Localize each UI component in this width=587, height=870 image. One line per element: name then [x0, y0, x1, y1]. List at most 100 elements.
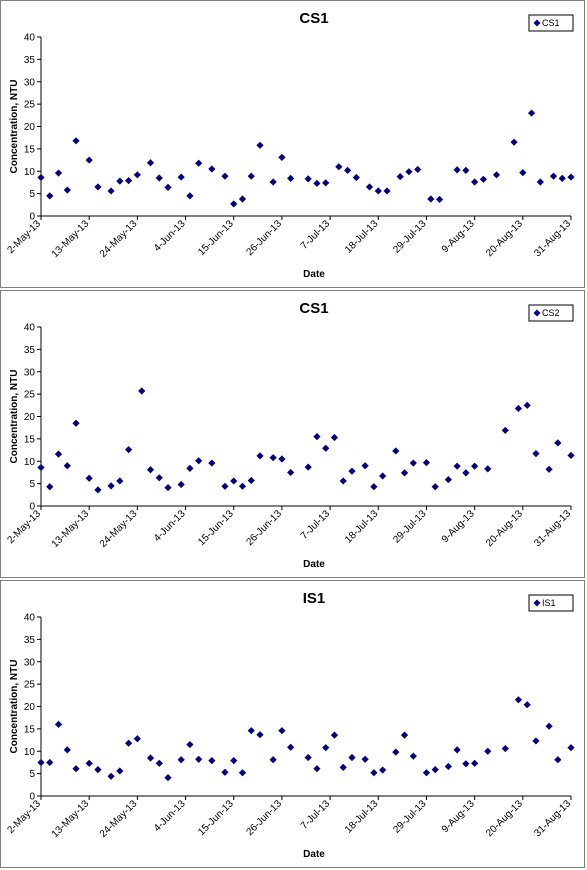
- chart-panel: CS1 0 5 10 15 20 25 30 35 40 2-May-13 13-May-13 24-M…: [0, 290, 585, 578]
- legend-box: [528, 594, 574, 612]
- x-tick-label: 15-Jun-13: [196, 508, 236, 548]
- data-point: [379, 472, 387, 480]
- data-point: [344, 166, 352, 174]
- data-points: [37, 696, 575, 782]
- data-point: [484, 465, 492, 473]
- data-point: [63, 462, 71, 470]
- y-tick-label: 15: [24, 724, 36, 735]
- data-point: [414, 165, 422, 174]
- x-tick-label: 29-Jul-13: [391, 218, 429, 256]
- data-point: [221, 172, 229, 180]
- data-point: [107, 772, 115, 780]
- y-tick-label: 10: [24, 747, 36, 758]
- data-point: [125, 446, 133, 454]
- y-axis-title: Concentration, NTU: [9, 80, 20, 174]
- data-point: [567, 451, 575, 460]
- data-point: [54, 450, 63, 458]
- data-point: [409, 459, 417, 467]
- data-point: [514, 696, 523, 704]
- data-point: [269, 454, 277, 462]
- legend-label: CS1: [542, 18, 560, 28]
- data-point: [221, 768, 229, 776]
- data-point: [164, 183, 172, 191]
- x-tick-label: 9-Aug-13: [440, 218, 477, 255]
- legend: IS1: [528, 594, 574, 612]
- legend-marker: [533, 19, 541, 27]
- data-point: [567, 744, 575, 752]
- chart-title: CS1: [299, 10, 328, 27]
- y-axis-title: Concentration, NTU: [9, 660, 20, 754]
- chart-svg: CS1 0 5 10 15 20 25 30 35 40 2-May-13 13-May-13 24-M…: [5, 300, 575, 570]
- data-point: [208, 757, 216, 765]
- data-point: [247, 172, 255, 180]
- data-point: [116, 477, 124, 485]
- data-point: [238, 769, 247, 777]
- data-point: [339, 763, 347, 771]
- data-point: [370, 769, 378, 777]
- data-point: [444, 762, 452, 771]
- data-point: [501, 426, 509, 434]
- data-point: [523, 701, 531, 709]
- x-tick-label: 31-Aug-13: [532, 508, 573, 549]
- data-point: [339, 477, 347, 485]
- x-tick-label: 2-May-13: [5, 218, 43, 256]
- data-point: [304, 463, 312, 471]
- legend-marker: [533, 599, 541, 607]
- x-tick-label: 29-Jul-13: [391, 508, 429, 546]
- data-point: [164, 484, 172, 492]
- data-point: [348, 753, 356, 762]
- y-tick-label: 25: [24, 390, 36, 401]
- y-tick-label: 35: [24, 345, 36, 356]
- x-tick-label: 20-Aug-13: [484, 218, 525, 259]
- data-point: [422, 458, 431, 467]
- x-tick-label: 29-Jul-13: [391, 798, 429, 836]
- data-point: [545, 465, 553, 473]
- data-point: [230, 477, 238, 485]
- chart-title: IS1: [303, 590, 326, 607]
- legend-marker: [533, 309, 541, 317]
- data-point: [107, 482, 115, 490]
- data-point: [85, 474, 93, 482]
- x-tick-label: 26-Jun-13: [244, 218, 284, 258]
- x-tick-label: 24-May-13: [98, 798, 140, 840]
- data-point: [155, 474, 163, 482]
- x-tick-label: 15-Jun-13: [196, 218, 236, 258]
- data-point: [125, 739, 133, 747]
- data-point: [453, 462, 461, 470]
- data-point: [238, 195, 247, 203]
- legend-box: [528, 14, 574, 32]
- data-point: [501, 744, 509, 753]
- data-point: [313, 433, 321, 441]
- y-tick-label: 40: [24, 613, 36, 624]
- legend: CS2: [528, 304, 574, 322]
- data-point: [532, 450, 540, 458]
- data-point: [514, 404, 523, 413]
- data-point: [313, 765, 321, 773]
- y-tick-label: 40: [24, 33, 36, 44]
- data-point: [230, 757, 238, 765]
- chart-svg: CS1 0 5 10 15 20 25 30 35 40 2-May-13 13-May-13 24-M…: [5, 10, 575, 280]
- legend-label: IS1: [542, 598, 556, 608]
- x-axis-title: Date: [303, 849, 325, 860]
- data-point: [361, 462, 369, 470]
- y-tick-label: 35: [24, 55, 36, 66]
- data-point: [133, 735, 141, 743]
- data-point: [278, 727, 286, 735]
- data-point: [146, 159, 155, 167]
- x-tick-label: 4-Jun-13: [152, 798, 188, 834]
- data-point: [532, 737, 540, 745]
- data-point: [230, 200, 238, 208]
- x-tick-label: 31-Aug-13: [532, 798, 573, 839]
- y-tick-label: 40: [24, 323, 36, 334]
- x-tick-label: 2-May-13: [5, 798, 43, 836]
- data-point: [330, 433, 339, 442]
- x-tick-label: 18-Jul-13: [343, 798, 381, 836]
- data-point: [256, 452, 264, 460]
- y-tick-label: 30: [24, 367, 36, 378]
- data-point: [177, 756, 185, 764]
- data-point: [471, 462, 479, 470]
- data-point: [322, 744, 330, 752]
- data-point: [536, 178, 544, 186]
- y-tick-label: 0: [29, 792, 35, 803]
- data-point: [46, 192, 54, 200]
